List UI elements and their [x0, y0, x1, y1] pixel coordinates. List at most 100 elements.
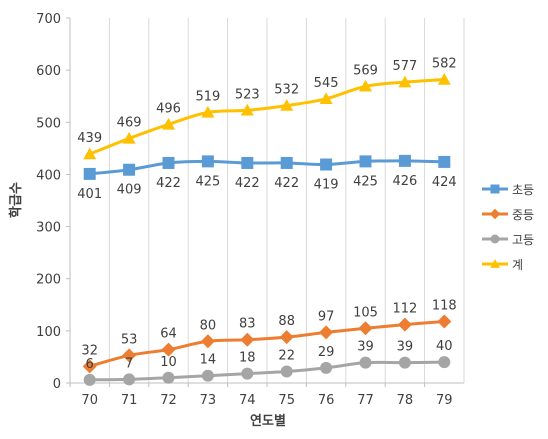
series-4-data-label: 532 — [274, 83, 299, 98]
x-tick-label: 72 — [160, 393, 177, 408]
series-2-data-label: 88 — [278, 314, 295, 329]
series-1-point — [123, 163, 136, 176]
x-tick-label: 76 — [318, 393, 335, 408]
series-1-data-label: 422 — [274, 176, 299, 191]
series-2-point — [82, 359, 97, 374]
series-2-data-label: 118 — [432, 298, 457, 313]
series-3-data-label: 18 — [239, 351, 256, 366]
series-2-point — [319, 325, 334, 340]
series-2-data-label: 32 — [81, 343, 98, 358]
series-3-data-label: 10 — [160, 355, 177, 370]
x-tick-label: 75 — [278, 393, 295, 408]
legend-label: 초등 — [512, 183, 534, 197]
series-1-data-label: 425 — [195, 174, 220, 189]
legend-marker — [490, 259, 500, 268]
series-4-data-label: 523 — [235, 87, 260, 102]
series-1-data-label: 401 — [77, 187, 102, 202]
series-4-point — [122, 131, 136, 144]
series-3-line — [89, 360, 445, 382]
series-2-point — [397, 317, 412, 332]
series-1-data-label: 409 — [117, 183, 142, 198]
y-tick-label: 0 — [53, 377, 61, 392]
series-4-data-label: 582 — [432, 57, 457, 72]
series-3-point — [280, 365, 293, 378]
x-tick-label: 74 — [239, 393, 256, 408]
legend-marker — [490, 234, 500, 244]
series-4-data-label: 519 — [195, 89, 220, 104]
series-4-point — [201, 105, 215, 118]
y-tick-label: 600 — [36, 64, 61, 79]
series-4-data-label: 545 — [314, 76, 339, 91]
series-1-point — [398, 154, 411, 167]
series-1-data-label: 426 — [392, 174, 417, 189]
series-3-point — [320, 361, 333, 374]
series-3-point — [438, 356, 451, 369]
series-1-point — [162, 156, 175, 169]
series-1-line — [89, 159, 445, 176]
series-2-line — [89, 319, 445, 368]
x-tick-label: 78 — [397, 393, 414, 408]
series-1-point — [83, 167, 96, 180]
y-tick-label: 700 — [36, 12, 61, 27]
data-labels: 401 409 422 425 422 422 419 425 426 424 32 53 64 80 83… — [77, 57, 456, 372]
series-3-point — [398, 356, 411, 369]
series-4-point — [240, 103, 254, 116]
x-tick-label: 73 — [200, 393, 217, 408]
series-2-data-label: 112 — [392, 302, 417, 317]
series-3-point — [162, 371, 175, 384]
x-tick-label: 79 — [436, 393, 453, 408]
series-1-point — [201, 155, 214, 168]
series-2-data-label: 83 — [239, 317, 256, 332]
series-4-point — [398, 75, 412, 88]
series-4-data-label: 439 — [77, 131, 102, 146]
series-1-point — [320, 158, 333, 171]
series-2-point — [122, 348, 137, 363]
series-4-data-label: 469 — [117, 115, 142, 130]
series-4-point — [280, 99, 294, 111]
series-2-point — [279, 330, 294, 345]
series-4-data-label: 496 — [156, 101, 181, 116]
series-3-data-label: 39 — [397, 340, 414, 355]
series-2-point — [358, 321, 373, 336]
series-1-point — [280, 156, 293, 169]
series-1-point — [241, 156, 254, 169]
series-2-point — [200, 334, 215, 349]
series-3-data-label: 6 — [86, 357, 94, 372]
series-1-data-label: 424 — [432, 175, 457, 190]
series-1-point — [438, 155, 451, 168]
series-3-point — [83, 373, 96, 386]
series-2-point — [161, 342, 176, 357]
series-3-point — [241, 367, 254, 380]
series-1-point — [359, 155, 372, 168]
series-4-data-label: 569 — [353, 63, 378, 78]
series-4-data-label: 577 — [392, 59, 417, 74]
series-1-data-label: 422 — [235, 176, 260, 191]
series-2-data-label: 64 — [160, 327, 177, 342]
series-2-data-label: 80 — [200, 318, 217, 333]
series-3-point — [201, 369, 214, 382]
series-3-data-label: 29 — [318, 345, 335, 360]
series-4-point — [359, 79, 372, 92]
series-3-data-label: 40 — [436, 339, 453, 354]
series-3-data-label: 39 — [357, 340, 374, 355]
series-2-data-label: 105 — [353, 305, 378, 320]
y-tick-label: 200 — [36, 273, 61, 288]
y-tick-label: 300 — [36, 221, 61, 236]
series-3-data-label: 14 — [200, 353, 217, 368]
x-tick-label: 77 — [357, 393, 374, 408]
y-tick-label: 500 — [36, 116, 61, 131]
series-4-point — [437, 73, 451, 85]
series-1-data-label: 419 — [314, 178, 339, 193]
series-3-point — [123, 373, 136, 386]
series-3-data-label: 22 — [278, 349, 295, 364]
series-2-point — [437, 314, 452, 329]
series-1-data-label: 422 — [156, 176, 181, 191]
legend-label: 중등 — [512, 208, 534, 222]
legend-label: 계 — [512, 258, 523, 272]
series-group — [82, 73, 452, 386]
series-4-point — [83, 147, 97, 160]
series-4-line — [89, 78, 445, 156]
